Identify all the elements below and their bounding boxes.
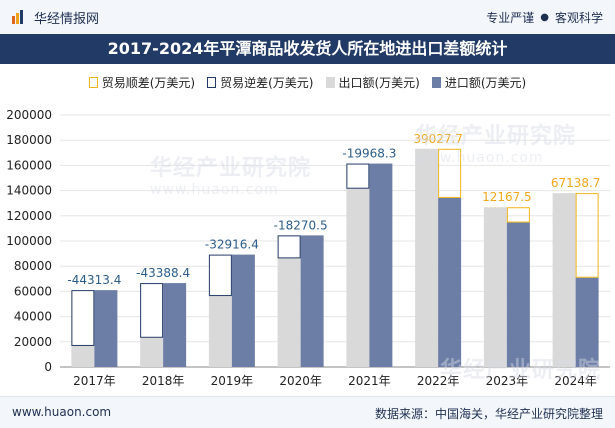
legend-item-export: 出口额(万美元) [325,74,420,91]
legend-label-surplus: 贸易顺差(万美元) [101,75,196,90]
x-tick-label: 2018年 [142,374,185,388]
legend-swatch-deficit [207,76,217,88]
y-tick-label: 180000 [6,133,52,147]
surplus-box [506,207,530,223]
chart-title: 2017-2024年平潭商品收发货人所在地进出口差额统计 [0,34,615,64]
import-bar [94,290,118,367]
legend-item-import: 进口额(万美元) [431,74,527,91]
export-bar [346,188,370,367]
x-tick-label: 2023年 [486,374,529,388]
deficit-box [277,235,301,259]
y-tick-label: 40000 [14,310,52,324]
x-tick-label: 2020年 [279,374,322,388]
export-bar [483,207,507,367]
surplus-box [438,148,462,198]
x-tick-label: 2021年 [348,374,391,388]
deficit-box [140,283,164,338]
legend-label-import: 进口额(万美元) [444,75,527,90]
y-tick-label: 80000 [14,259,52,273]
footer-bar: www.huaon.com 数据来源：中国海关，华经产业研究院整理 [0,396,615,428]
balance-label: -43388.4 [136,266,190,280]
balance-label: -44313.4 [67,273,121,287]
y-tick-label: 200000 [6,108,52,122]
import-bar [163,283,187,367]
brand-logo-icon [12,10,23,24]
brand: 华经情报网 [12,8,100,27]
bar-chart: 0 20000 40000 60000 80000 100000 120000 140000 1… [6,108,610,388]
x-tick-label: 2017年 [73,374,116,388]
deficit-box [208,254,232,297]
legend-item-surplus: 贸易顺差(万美元) [88,74,196,91]
y-tick-label: 120000 [6,209,52,223]
export-bar [415,148,439,367]
y-tick-label: 0 [44,360,52,374]
slogan-right: 客观科学 [554,10,603,25]
header-bar: 华经情报网 专业严谨 ● 客观科学 [0,0,615,35]
y-tick-label: 20000 [14,335,52,349]
slogan-left: 专业严谨 [486,10,535,25]
import-bar [575,277,599,367]
deficit-box [346,163,370,189]
legend-label-deficit: 贸易逆差(万美元) [220,75,314,90]
y-tick-label: 160000 [6,158,52,172]
export-bar [277,258,301,367]
legend-swatch-import [431,76,441,88]
brand-name: 华经情报网 [34,11,100,27]
balance-label: 12167.5 [482,190,532,204]
balance-label: -32916.4 [205,238,259,252]
import-bar [438,197,462,367]
import-bar [300,235,324,367]
export-bar [71,345,95,367]
deficit-box [71,290,95,346]
legend-swatch-export [325,76,335,88]
legend-swatch-surplus [88,76,98,88]
slogan-dot: ● [540,11,549,23]
balance-label: 39027.7 [413,132,463,146]
import-bar [231,254,255,367]
x-tick-label: 2019年 [211,374,254,388]
footer-source: 数据来源：中国海关，华经产业研究院整理 [374,407,603,421]
import-bar [506,222,530,367]
x-tick-label: 2024年 [554,374,597,388]
balance-label: -18270.5 [274,218,328,232]
export-bar [140,337,164,367]
legend-item-deficit: 贸易逆差(万美元) [207,74,314,91]
import-bar [369,163,393,367]
export-bar [552,193,576,367]
y-tick-label: 100000 [6,234,52,248]
legend: 贸易顺差(万美元) 贸易逆差(万美元) 出口额(万美元) 进口额(万美元) [0,72,615,92]
surplus-box [575,193,599,278]
footer-site: www.huaon.com [12,405,112,419]
export-bar [208,296,232,367]
y-tick-label: 140000 [6,184,52,198]
x-tick-label: 2022年 [417,374,460,388]
slogan: 专业严谨 ● 客观科学 [486,8,603,26]
y-tick-label: 60000 [14,284,52,298]
legend-label-export: 出口额(万美元) [338,75,420,90]
balance-label: 67138.7 [551,176,601,190]
balance-label: -19968.3 [342,147,396,161]
